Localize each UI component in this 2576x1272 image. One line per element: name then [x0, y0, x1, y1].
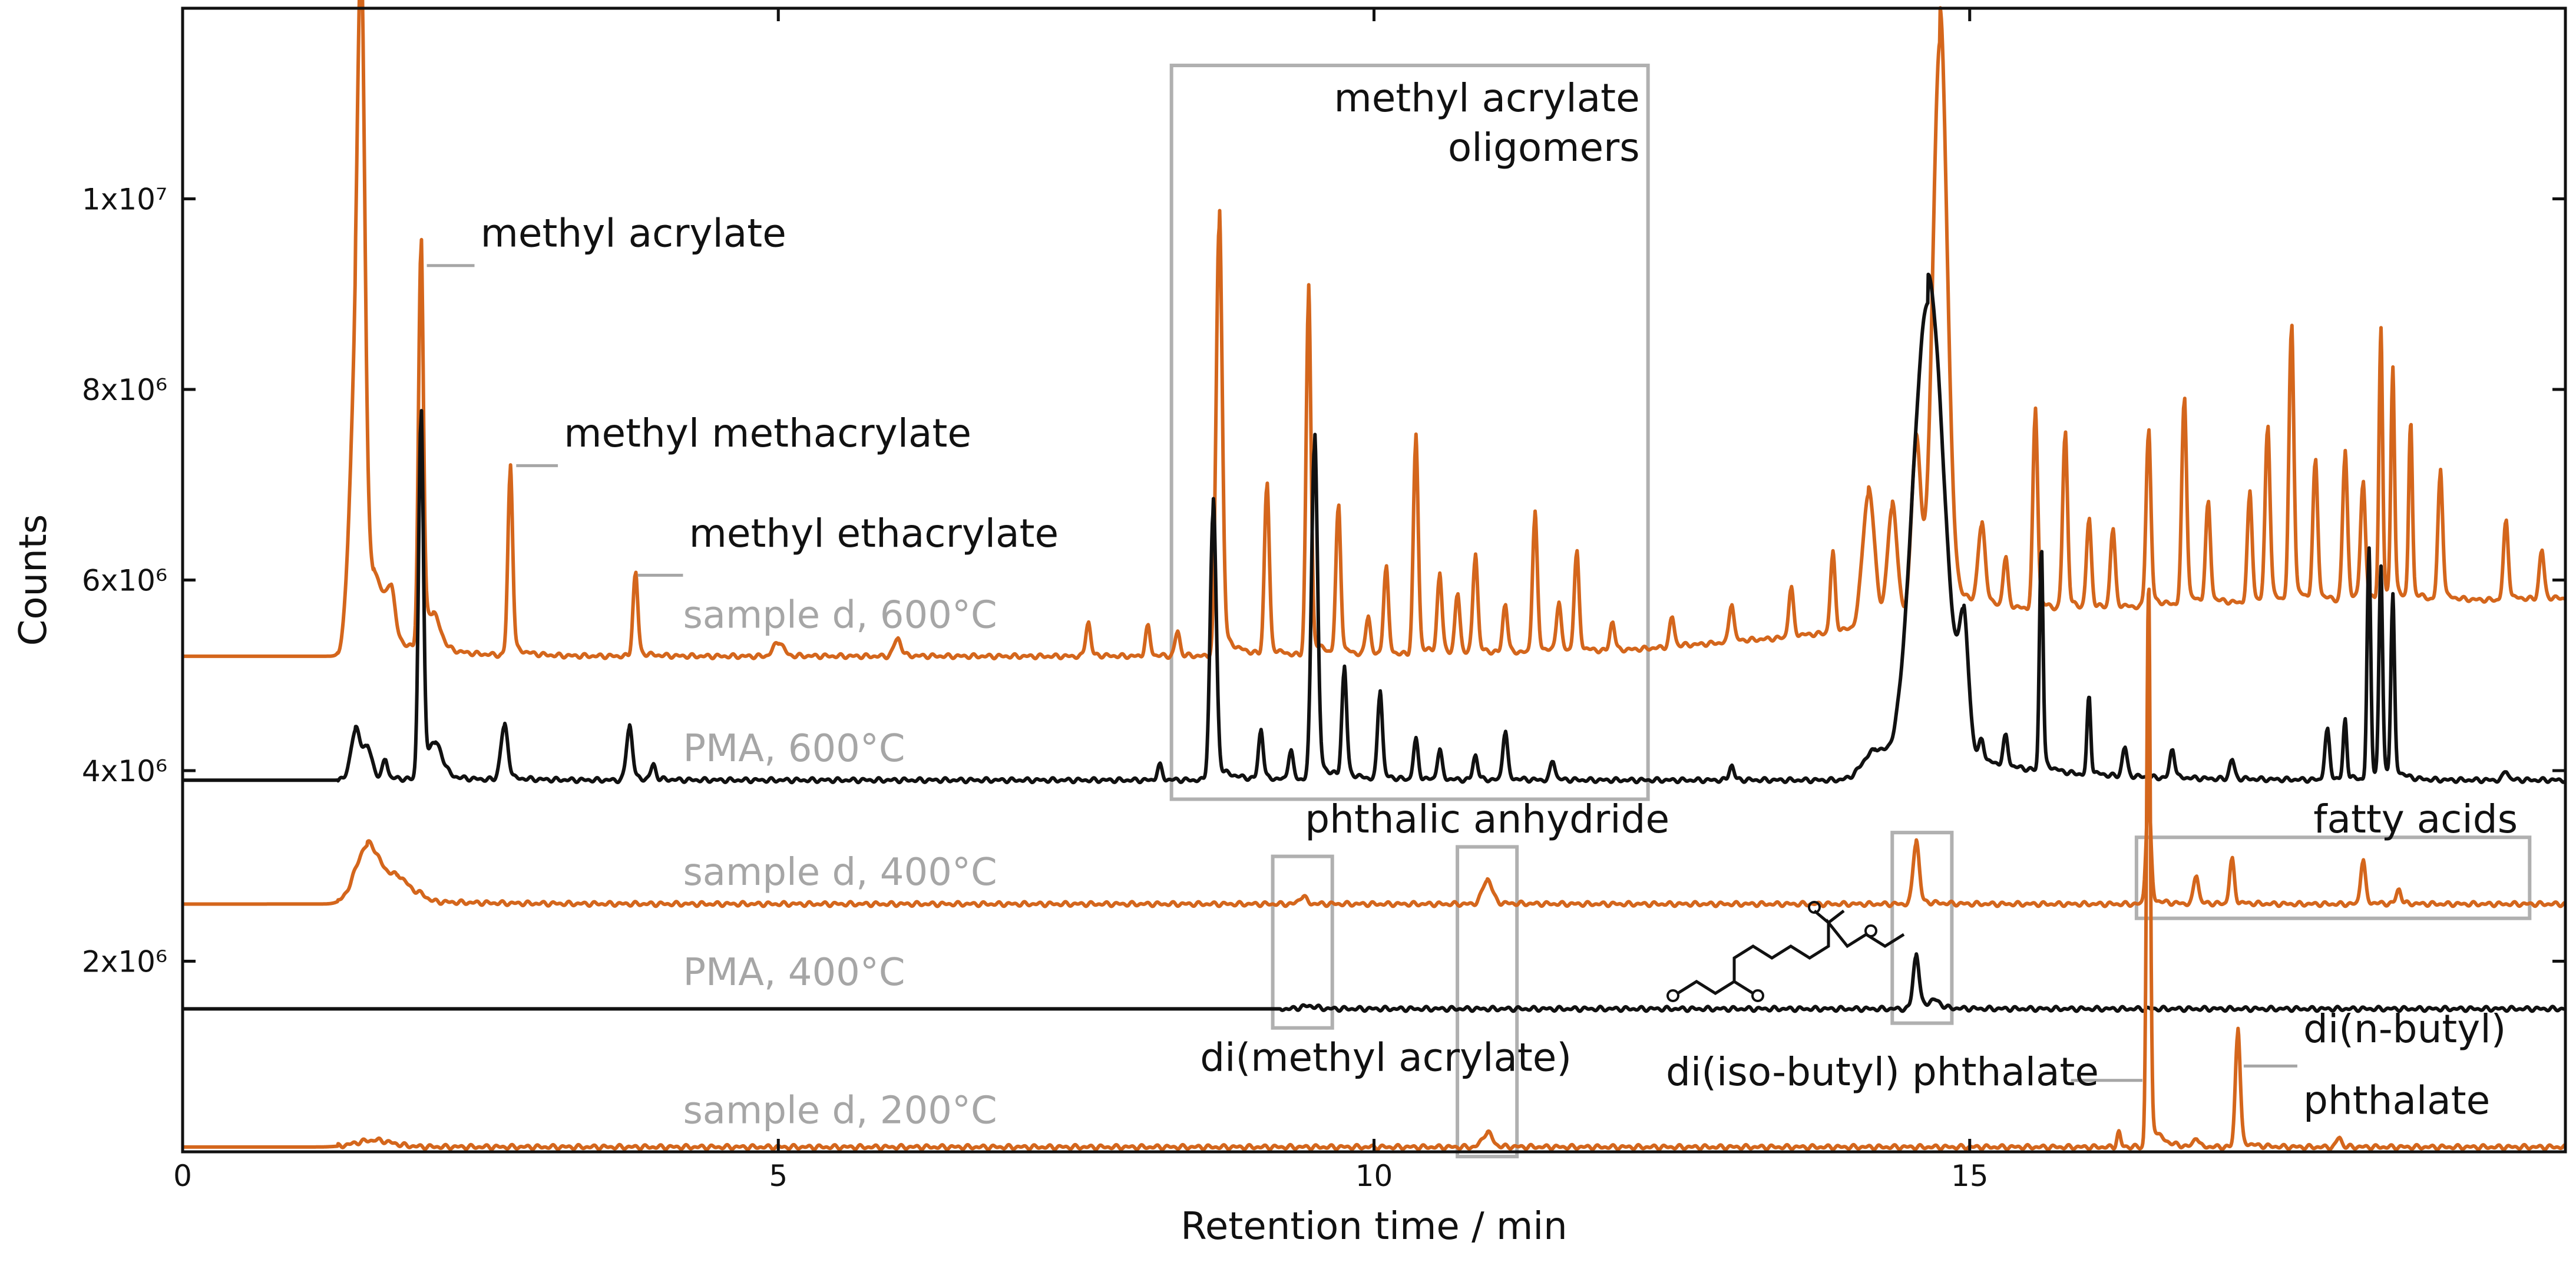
y-tick-label-3: 8x10⁶	[82, 373, 167, 407]
peak-label-5: di(iso-butyl) phthalate	[1666, 1049, 2099, 1095]
peak-label-0: methyl acrylate	[481, 210, 786, 256]
y-tick-label-4: 1x10⁷	[82, 183, 167, 217]
peak-label-1: methyl methacrylate	[564, 411, 971, 456]
highlight-box-4	[2134, 835, 2532, 920]
trace-label-0: sample d, 600°C	[683, 593, 997, 637]
x-axis-title: Retention time / min	[1180, 1205, 1567, 1248]
highlight-box-3	[1890, 831, 1954, 1025]
x-tick-label-3: 15	[1951, 1159, 1989, 1193]
trace-label-4: sample d, 200°C	[683, 1089, 997, 1132]
trace-label-2: sample d, 400°C	[683, 851, 997, 894]
axes: 0 5 10 15 2x10⁶ 4x10⁶ 6x10⁶ 8x10⁶ 1x10⁷	[82, 6, 2567, 1193]
highlight-box-1	[1271, 854, 1334, 1030]
peak-annotations: sample d, 600°C PMA, 600°C sample d, 400°C…	[426, 75, 2518, 1132]
peak-label-4: phthalate	[2303, 1078, 2490, 1123]
x-tick-label-2: 10	[1355, 1159, 1393, 1193]
x-tick-label-1: 5	[769, 1159, 788, 1193]
highlight-box-2	[1456, 845, 1519, 1159]
trace-label-3: PMA, 400°C	[683, 951, 905, 995]
trace-line-1	[181, 272, 2567, 785]
peak-label-2: methyl ethacrylate	[689, 511, 1059, 556]
molecule-structure-icon	[1666, 901, 1905, 1002]
box-label-1: di(methyl acrylate)	[1200, 1035, 1572, 1081]
box-label-0-line-1: oligomers	[1448, 125, 1640, 170]
peak-label-3: di(n-butyl)	[2303, 1006, 2506, 1052]
y-tick-label-1: 4x10⁶	[82, 754, 167, 788]
chromatogram-traces	[181, 0, 2567, 1151]
trace-line-0	[181, 0, 2567, 660]
y-axis-title: Counts	[12, 514, 55, 646]
trace-line-3	[181, 952, 2567, 1013]
plot-frame	[181, 6, 2567, 1154]
y-tick-label-2: 6x10⁶	[82, 564, 167, 598]
y-tick-label-0: 2x10⁶	[82, 945, 167, 979]
box-label-0-line-0: methyl acrylate	[1334, 75, 1640, 121]
trace-label-1: PMA, 600°C	[683, 727, 905, 771]
trace-line-2	[181, 793, 2567, 908]
x-tick-label-0: 0	[173, 1159, 192, 1193]
highlight-box-0	[1169, 64, 1650, 801]
highlight-boxes	[1169, 64, 2532, 1159]
box-label-4: fatty acids	[2313, 797, 2518, 842]
box-label-2: phthalic anhydride	[1305, 797, 1669, 842]
